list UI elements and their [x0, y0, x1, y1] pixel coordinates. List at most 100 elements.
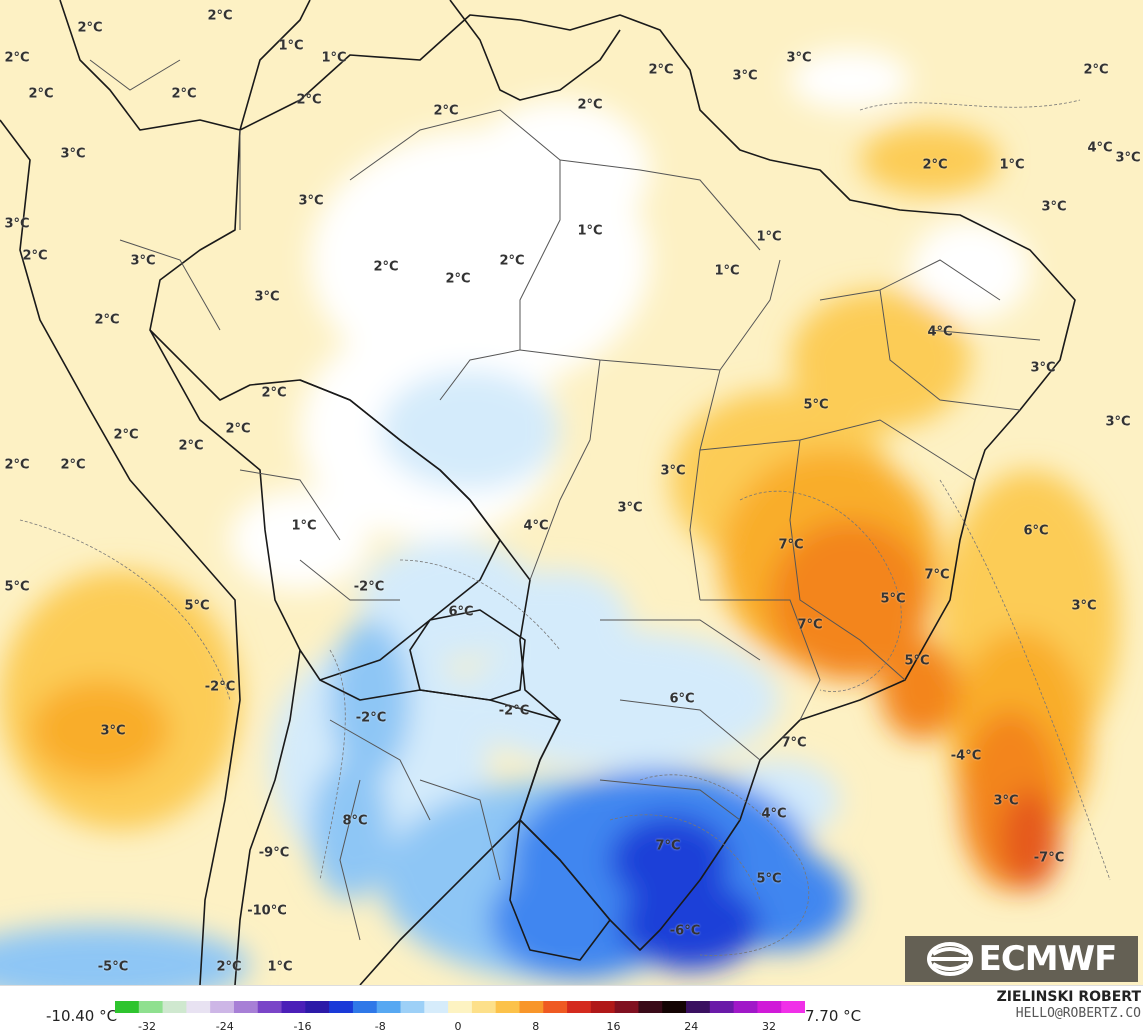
legend-color-step	[376, 1001, 402, 1013]
ecmwf-logo-text: ECMWF	[978, 939, 1118, 979]
temperature-field	[0, 50, 1120, 985]
temperature-label: 1°C	[999, 157, 1025, 173]
temperature-label: 1°C	[577, 223, 603, 239]
temperature-label: 1°C	[278, 38, 304, 54]
legend-color-step	[519, 1001, 544, 1013]
temperature-label: 7°C	[655, 838, 681, 854]
temperature-label: 5°C	[184, 598, 210, 614]
uruguay-border	[509, 819, 611, 961]
legend-tick-label: 0	[454, 1020, 462, 1033]
field-region-neutral	[230, 490, 370, 590]
field-region-very_hot	[880, 640, 960, 740]
credit-name: ZIELINSKI ROBERT	[996, 989, 1141, 1005]
temperature-label: 7°C	[778, 537, 804, 553]
temperature-label: 2°C	[216, 959, 242, 975]
temperature-label: 5°C	[803, 397, 829, 413]
temperature-label: 5°C	[880, 591, 906, 607]
field-region-cold	[490, 860, 670, 980]
temperature-label: 5°C	[4, 579, 30, 595]
temperature-label: 2°C	[4, 50, 30, 66]
field-region-cool	[330, 620, 410, 780]
legend-color-step	[709, 1001, 735, 1013]
temperature-label: 3°C	[130, 253, 156, 269]
field-region-warm	[860, 125, 1000, 195]
legend-color-step	[400, 1001, 425, 1013]
pacific-coast	[0, 119, 241, 985]
temperature-label: 2°C	[296, 92, 322, 108]
temperature-label: 5°C	[904, 653, 930, 669]
temperature-label: -7°C	[1033, 850, 1065, 866]
field-region-neutral	[790, 50, 910, 110]
legend-color-step	[162, 1001, 187, 1013]
legend-color-step	[614, 1001, 640, 1013]
temperature-label: 3°C	[1041, 199, 1067, 215]
legend-color-step	[138, 1001, 164, 1013]
temperature-label: 4°C	[927, 324, 953, 340]
legend-max-arrow	[797, 1001, 805, 1013]
temperature-label: 2°C	[433, 103, 459, 119]
temperature-label: 7°C	[781, 735, 807, 751]
temperature-label: 2°C	[207, 8, 233, 24]
argentina-border	[319, 679, 561, 985]
temperature-label: 8°C	[342, 813, 368, 829]
temperature-label: 3°C	[1115, 150, 1141, 166]
legend-color-step	[662, 1001, 687, 1013]
temperature-label: 6°C	[448, 604, 474, 620]
temperature-label: 3°C	[617, 500, 643, 516]
field-region-very_hot	[770, 520, 930, 680]
legend-tick-label: 24	[684, 1020, 699, 1033]
legend-colorbar	[115, 1001, 805, 1013]
temperature-label: 2°C	[922, 157, 948, 173]
field-region-cool	[0, 925, 250, 985]
temperature-label: 2°C	[77, 20, 103, 36]
temperature-label: 2°C	[225, 421, 251, 437]
ecmwf-logo: ECMWF	[905, 936, 1138, 982]
legend-color-step	[424, 1001, 449, 1013]
legend-color-step	[757, 1001, 782, 1013]
temperature-label: 2°C	[4, 457, 30, 473]
temperature-label: -2°C	[355, 710, 387, 726]
temperature-label: 6°C	[669, 691, 695, 707]
legend-color-step	[448, 1001, 473, 1013]
legend-color-step	[352, 1001, 378, 1013]
temperature-label: 5°C	[756, 871, 782, 887]
legend-color-step	[495, 1001, 521, 1013]
temperature-label: 1°C	[291, 518, 317, 534]
temperature-label: 3°C	[660, 463, 686, 479]
temperature-label: 2°C	[373, 259, 399, 275]
legend-color-step	[186, 1001, 211, 1013]
temperature-label: 2°C	[94, 312, 120, 328]
temperature-label: 3°C	[993, 793, 1019, 809]
temperature-label: -5°C	[97, 959, 129, 975]
legend-color-step	[638, 1001, 663, 1013]
temperature-label: -4°C	[950, 748, 982, 764]
temperature-label: -6°C	[669, 923, 701, 939]
country-borders	[0, 0, 1076, 985]
temperature-label: -2°C	[204, 679, 236, 695]
temperature-anomaly-map: 2°C 2°C 2°C 1°C 1°C 2°C 2°C 2°C 2°C 2°C 2°C 3°C 3°C 2…	[0, 0, 1143, 985]
field-region-warm	[790, 290, 970, 430]
temperature-label: 2°C	[60, 457, 86, 473]
legend-tick-label: -16	[293, 1020, 312, 1033]
legend-color-step	[471, 1001, 497, 1013]
temperature-label: 3°C	[60, 146, 86, 162]
temperature-label: 2°C	[577, 97, 603, 113]
temperature-label: 4°C	[1087, 140, 1113, 156]
legend-color-step	[233, 1001, 259, 1013]
temperature-label: 2°C	[178, 438, 204, 454]
temperature-label: 1°C	[267, 959, 293, 975]
temperature-label: 2°C	[171, 86, 197, 102]
temperature-label: 3°C	[732, 68, 758, 84]
temperature-label: 2°C	[445, 271, 471, 287]
legend-color-step	[590, 1001, 616, 1013]
field-region-cool	[310, 760, 390, 900]
temperature-label: 3°C	[786, 50, 812, 66]
legend-tick-label: -32	[138, 1020, 156, 1033]
legend-color-step	[210, 1001, 235, 1013]
colombia-venezuela	[59, 0, 311, 131]
bolivia-border	[299, 379, 501, 681]
temperature-label: 6°C	[1023, 523, 1049, 539]
temperature-label: 3°C	[1105, 414, 1131, 430]
temperature-label: 3°C	[1030, 360, 1056, 376]
color-legend: -10.40 °C 7.70 °C -32 -24 -16 -8 0 8 16 24 32 ZI…	[0, 985, 1143, 1036]
